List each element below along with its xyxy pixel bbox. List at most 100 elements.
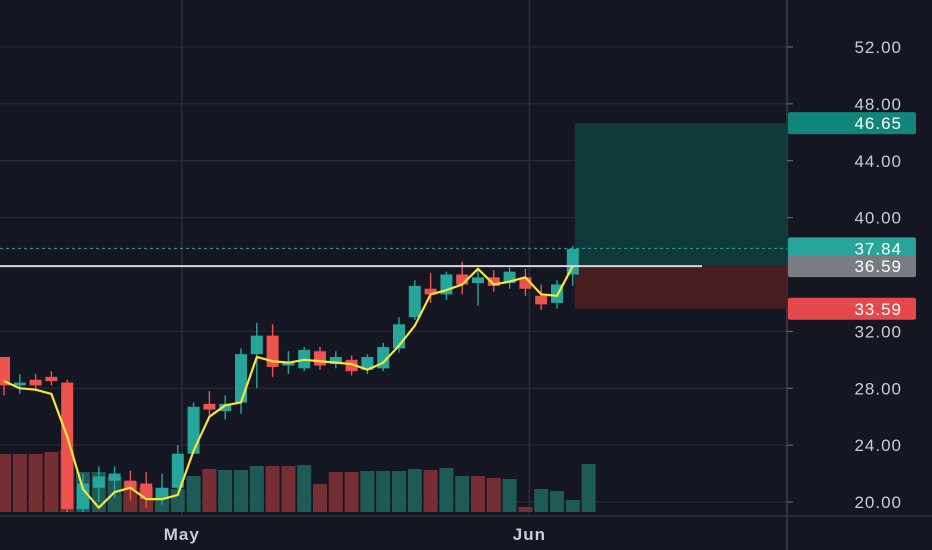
volume-bar [44,452,59,512]
candle-body [519,277,532,289]
candle[interactable] [456,261,469,295]
volume-bar [281,466,296,512]
moving-average [3,265,574,509]
candle-body [314,351,326,366]
candle[interactable] [424,273,437,303]
volume-bar [502,479,517,512]
price-axis[interactable]: 52.00 48.00 44.00 40.00 32.00 28.00 24.00 20.00 [787,38,902,512]
price-tick-label: 40.00 [854,209,902,228]
price-tick-label: 48.00 [854,95,902,114]
entry-price-label: 36.59 [854,257,902,276]
candle-body [456,274,469,285]
target-zone [574,123,787,267]
candle[interactable] [124,470,137,501]
volume-bar [439,468,454,512]
candle-body [140,483,153,500]
volume-bar [0,454,11,512]
volume-bar [565,500,580,512]
candle-body [29,379,42,386]
volume-bar [392,471,406,512]
volume-bar [12,454,27,512]
candle[interactable] [61,379,74,512]
candle-body [487,277,500,286]
target-price-tag: 46.65 [788,112,916,135]
candle-body [45,376,58,382]
volume-bar [376,471,391,512]
candle-body [61,382,74,510]
stop-price-tag: 33.59 [788,297,916,320]
candle[interactable] [203,391,216,416]
candle[interactable] [77,473,89,512]
volume-bar [407,469,422,512]
candle-body [345,359,358,372]
candle-body [503,271,516,284]
last-price-label: 37.84 [854,239,902,258]
volume-bar [249,466,264,512]
candle[interactable] [140,472,153,508]
volume-bar [534,489,549,512]
candle[interactable] [345,355,358,376]
volume-bar [455,476,470,512]
volume-bar [328,472,343,512]
volume-bar [186,476,201,512]
candle-body [266,335,279,367]
candle-body [535,295,548,305]
candle[interactable] [408,280,421,320]
candle[interactable] [0,356,10,396]
entry-price-tag: 36.59 [788,255,916,278]
candle-body [566,248,579,275]
candle[interactable] [29,374,42,392]
candle-body [77,483,89,510]
ma-line [3,265,574,509]
volume-bar [581,464,596,512]
candle-body [187,406,200,454]
date-tick-label: May [164,525,200,544]
price-tick-label: 20.00 [854,493,902,512]
candle[interactable] [487,270,500,292]
last-price-tag: 37.84 [788,237,916,260]
candle-body [171,453,184,488]
candle[interactable] [92,466,105,502]
candle[interactable] [519,268,532,296]
candle[interactable] [45,371,58,386]
volume-bar [202,469,217,512]
candle-body [203,403,216,410]
candle[interactable] [503,267,516,289]
candle[interactable] [13,374,26,394]
candle-body [156,487,168,500]
volume-bar [518,507,533,512]
volume-bar [265,466,280,512]
volume-bar [344,472,359,512]
candle[interactable] [171,445,184,490]
candle[interactable] [535,284,548,311]
volume-bar [471,476,485,512]
stop-price-label: 33.59 [854,300,902,319]
candle-body [424,288,437,295]
candle[interactable] [250,322,263,389]
candle-body [250,335,263,355]
price-tick-label: 52.00 [854,38,902,57]
price-tick-label: 24.00 [854,436,902,455]
candle[interactable] [219,395,232,420]
candle-body [124,480,137,490]
volume-bar [28,454,43,512]
candle[interactable] [472,268,484,306]
candle[interactable] [266,324,279,377]
candle-body [361,356,374,370]
volume-bar [218,470,233,512]
volume-bar [360,471,375,512]
date-tick-label: Jun [513,525,546,544]
candle-body [408,285,421,318]
position-zones [574,123,787,309]
candle[interactable] [187,402,200,454]
candle-body [108,473,121,481]
overlay-lines [0,247,787,268]
candle-body [472,277,484,284]
candle[interactable] [329,351,342,369]
volume-bar [486,478,501,512]
price-tags: 46.65 37.84 36.59 33.59 [788,112,916,320]
stop-zone [574,266,787,309]
time-axis[interactable]: May Jun [164,525,546,544]
candle-body [92,476,105,488]
